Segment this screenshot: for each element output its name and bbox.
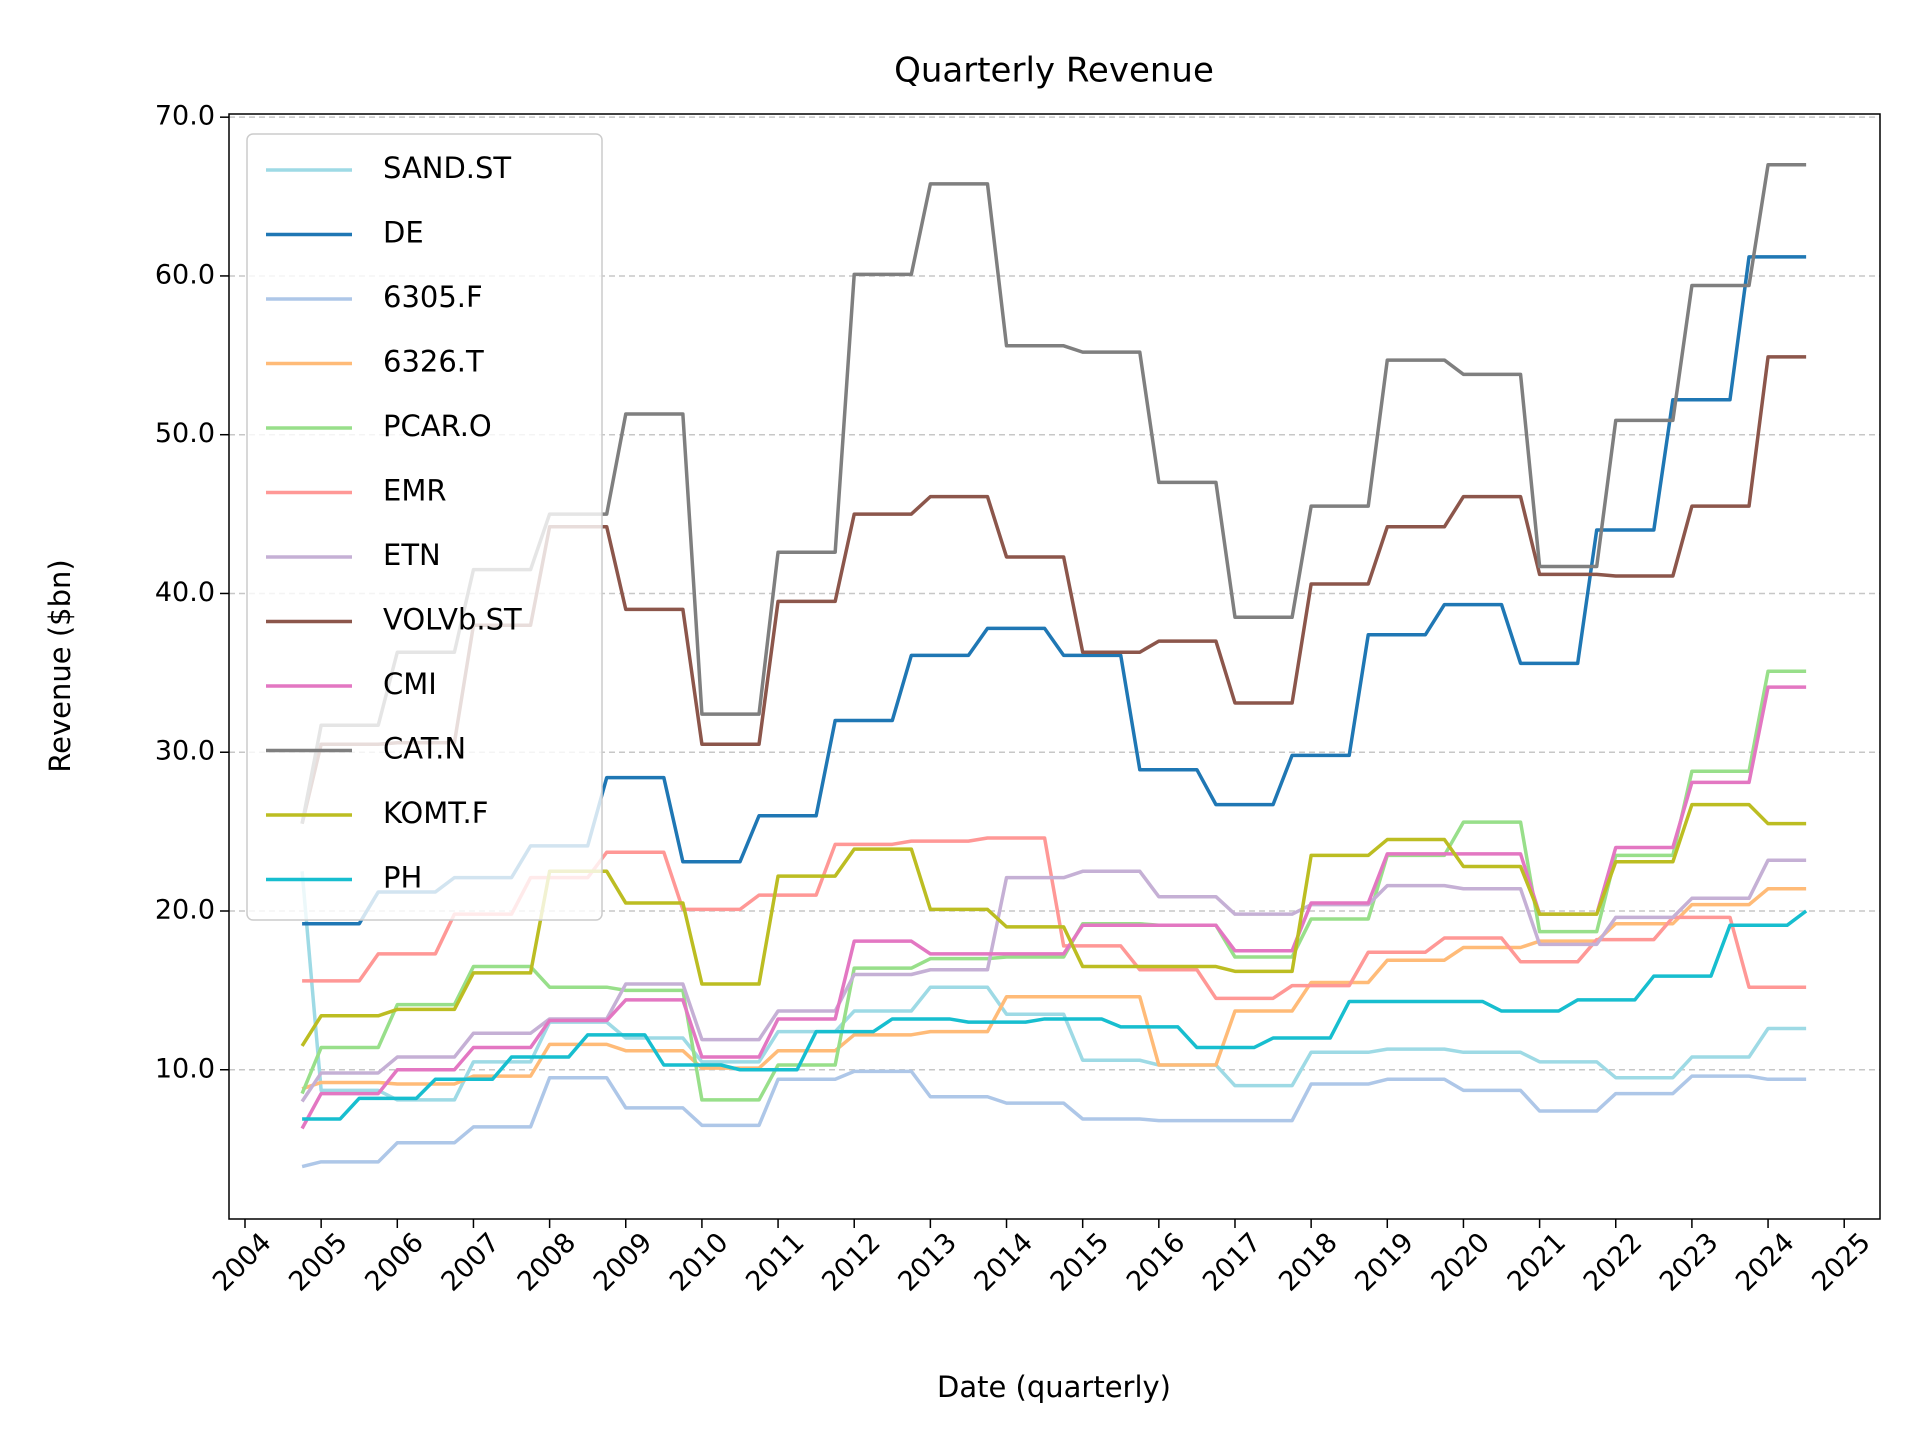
y-tick-label: 40.0 [155,577,215,608]
y-tick-label: 10.0 [155,1053,215,1084]
series-line [302,909,1808,1121]
y-tick-label: 30.0 [155,736,215,767]
legend-label: PH [383,861,422,895]
chart-title: Quarterly Revenue [894,51,1214,91]
series-line [301,887,1807,1091]
legend-label: PCAR.O [383,409,492,443]
y-tick-label: 70.0 [155,101,215,132]
legend-label: SAND.ST [383,151,511,185]
legend-label: 6326.T [383,345,484,379]
y-tick-label: 50.0 [155,418,215,449]
y-axis-label: Revenue ($bn) [43,559,77,772]
y-tick-label: 60.0 [155,259,215,290]
series-line [301,1069,1807,1169]
legend-label: KOMT.F [383,796,488,830]
legend: SAND.ST DE 6305.F 6326.T PCAR.O EMR ETN VOLVb.S… [246,133,603,921]
series-line [300,669,1807,1102]
legend-label: CAT.N [383,732,466,766]
legend-label: CMI [383,667,437,701]
legend-label: ETN [383,538,441,572]
y-tick-label: 20.0 [155,894,215,925]
legend-label: VOLVb.ST [383,603,522,637]
legend-label: EMR [383,474,447,508]
legend-label: DE [383,216,424,250]
legend-label: 6305.F [383,280,483,314]
x-axis-label: Date (quarterly) [937,1370,1171,1404]
legend-frame [246,133,603,921]
plot-frame [228,113,1881,1220]
